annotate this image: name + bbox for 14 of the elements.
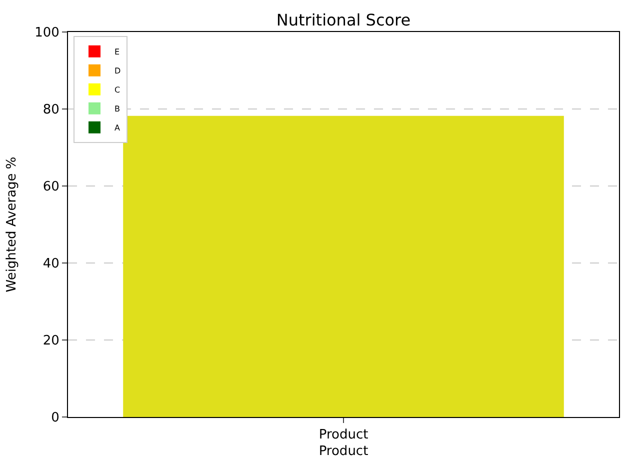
- y-tick-label: 0: [51, 410, 60, 426]
- y-tick-label: 40: [42, 256, 60, 272]
- legend-label: D: [114, 66, 121, 76]
- legend-label: C: [114, 85, 121, 94]
- y-tick-label: 100: [34, 26, 60, 41]
- chart-title: Nutritional Score: [276, 10, 411, 30]
- legend-label: B: [114, 104, 120, 114]
- x-axis-title: Product: [318, 444, 368, 460]
- y-tick-label: 60: [42, 180, 60, 195]
- y-tick-label: 80: [42, 102, 60, 118]
- y-tick-label: 20: [42, 334, 60, 349]
- legend-label: A: [114, 123, 121, 132]
- legend-label: E: [114, 47, 120, 56]
- y-axis-title: Weighted Average %: [4, 156, 20, 292]
